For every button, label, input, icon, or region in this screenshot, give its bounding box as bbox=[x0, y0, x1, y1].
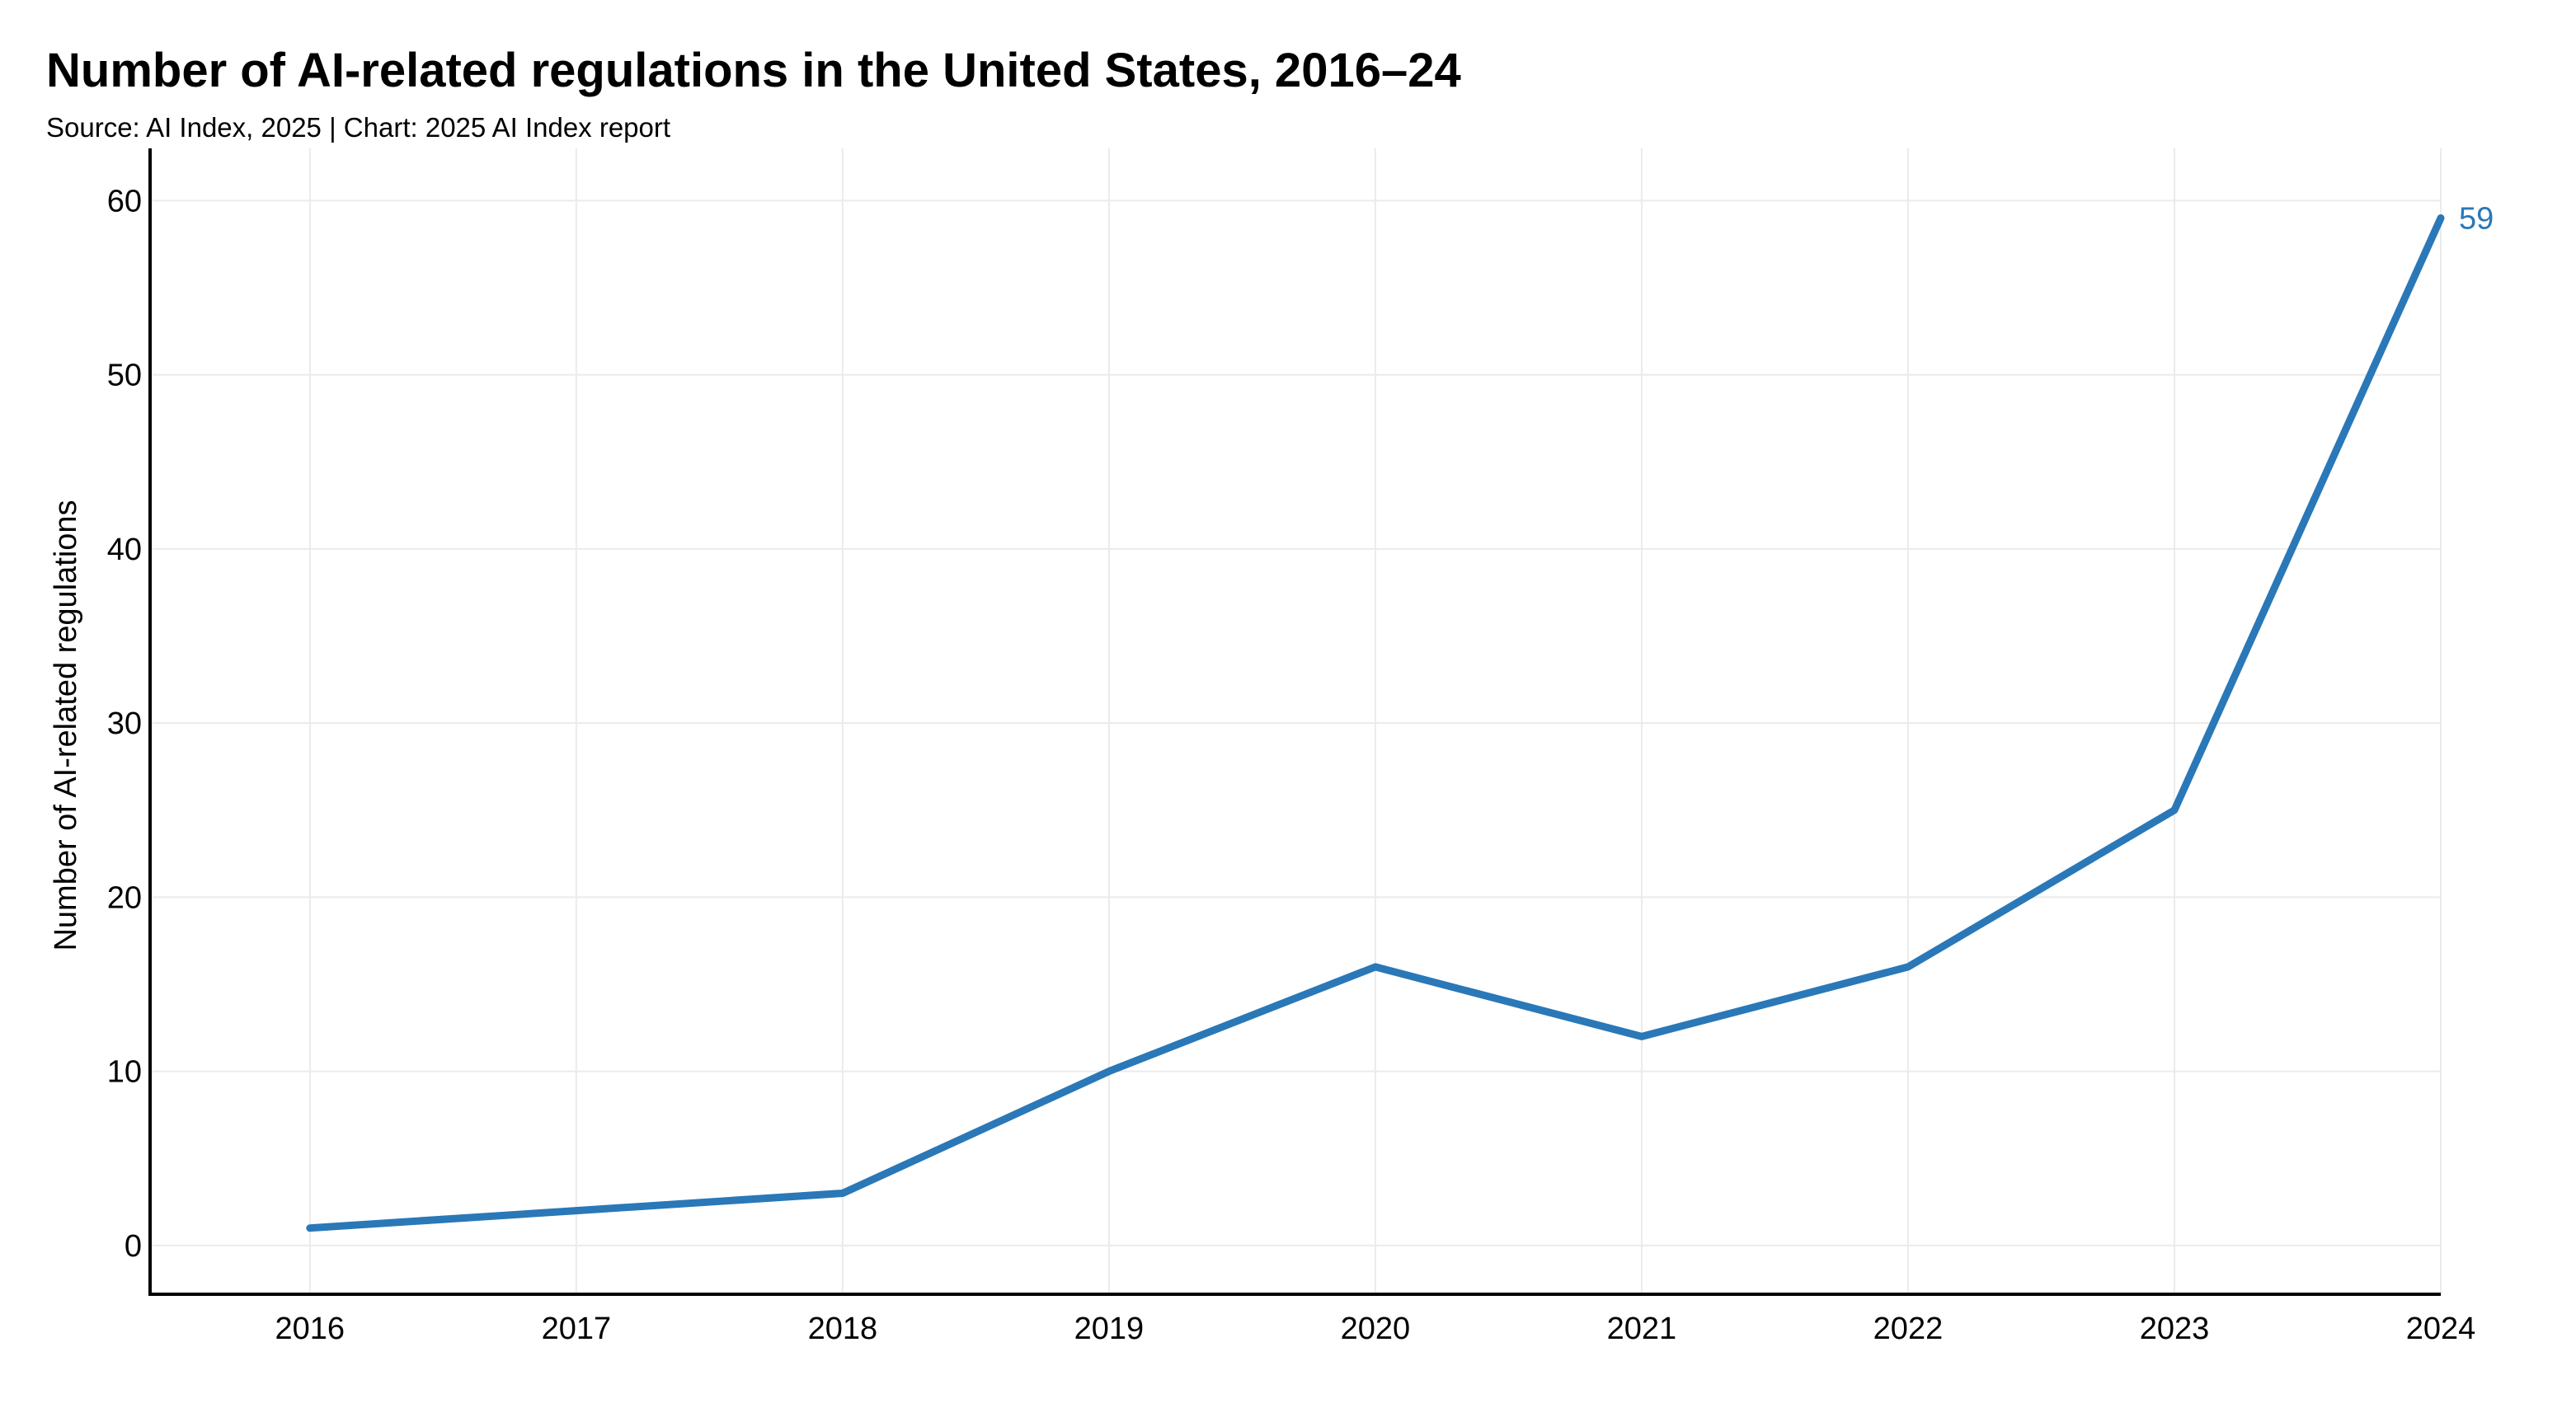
x-tick-label: 2016 bbox=[275, 1312, 346, 1346]
x-tick-label: 2021 bbox=[1607, 1312, 1677, 1346]
y-tick-label: 60 bbox=[107, 184, 142, 218]
x-tick-label: 2017 bbox=[542, 1312, 612, 1346]
x-tick-label: 2018 bbox=[808, 1312, 878, 1346]
y-tick-label: 20 bbox=[107, 880, 142, 915]
data-point bbox=[2170, 806, 2178, 814]
y-tick-label: 50 bbox=[107, 359, 142, 393]
x-tick-label: 2024 bbox=[2406, 1312, 2476, 1346]
y-tick-label: 0 bbox=[125, 1229, 142, 1264]
series: 59 bbox=[306, 201, 2494, 1232]
data-point bbox=[2437, 214, 2444, 222]
end-value-label: 59 bbox=[2459, 201, 2494, 236]
y-tick-label: 10 bbox=[107, 1055, 142, 1090]
data-point bbox=[839, 1190, 846, 1197]
x-tick-label: 2022 bbox=[1873, 1312, 1944, 1346]
data-point bbox=[572, 1207, 580, 1214]
data-point bbox=[1371, 963, 1379, 970]
gridlines bbox=[150, 148, 2442, 1294]
data-point bbox=[1638, 1033, 1645, 1040]
chart-subtitle: Source: AI Index, 2025 | Chart: 2025 AI … bbox=[46, 112, 671, 143]
x-tick-label: 2020 bbox=[1341, 1312, 1411, 1346]
data-point bbox=[306, 1224, 313, 1232]
y-tick-label: 30 bbox=[107, 706, 142, 741]
data-point bbox=[1105, 1068, 1112, 1075]
chart-title: Number of AI-related regulations in the … bbox=[46, 44, 1461, 97]
axes bbox=[148, 148, 2441, 1296]
x-tick-label: 2023 bbox=[2140, 1312, 2210, 1346]
data-point bbox=[1904, 963, 1911, 970]
y-tick-label: 40 bbox=[107, 533, 142, 567]
tick-labels: 0 10 20 30 40 50 60 2016 2017 2018 2019 2020 2021 202… bbox=[107, 184, 2476, 1346]
x-tick-label: 2019 bbox=[1074, 1312, 1145, 1346]
y-axis-label: Number of AI-related regulations bbox=[49, 500, 83, 950]
